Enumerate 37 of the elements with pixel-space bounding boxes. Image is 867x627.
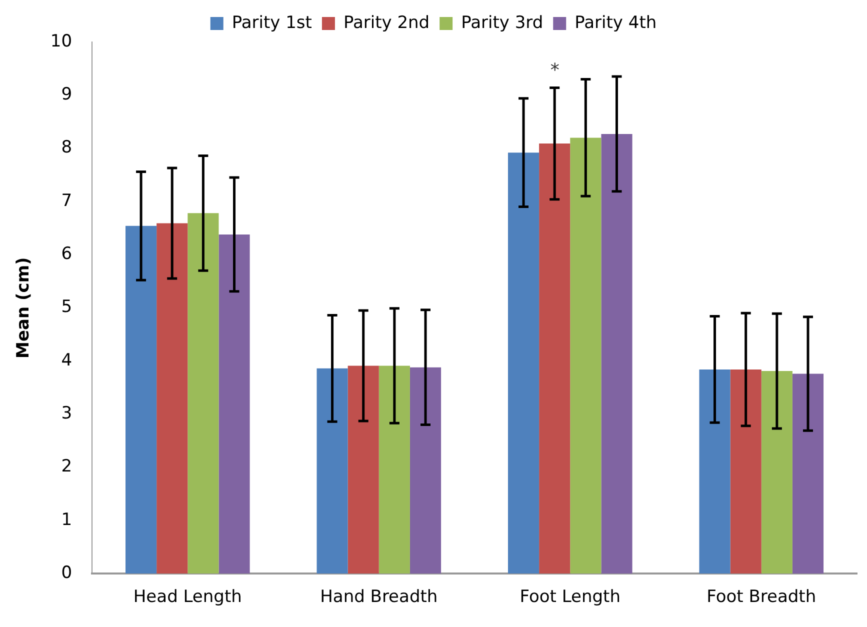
bar <box>126 226 157 574</box>
bar <box>410 367 442 574</box>
bar <box>218 234 250 574</box>
bar <box>792 374 824 574</box>
y-tick-label: 6 <box>61 244 72 264</box>
bar <box>378 366 410 574</box>
x-tick-label: Foot Length <box>520 587 620 608</box>
bar <box>539 144 570 574</box>
y-tick-label: 4 <box>61 350 72 370</box>
y-tick-label: 8 <box>61 138 72 158</box>
bar <box>348 366 379 574</box>
x-tick-label: Hand Breadth <box>320 587 438 608</box>
annotation: * <box>550 60 560 81</box>
bar <box>570 138 602 574</box>
bar <box>508 152 540 574</box>
legend-label: Parity 1st <box>232 12 312 33</box>
y-tick-label: 2 <box>61 456 72 477</box>
y-tick-label: 3 <box>61 404 72 424</box>
y-tick-label: 0 <box>61 563 72 584</box>
bar <box>601 134 632 574</box>
legend-label: Parity 2nd <box>343 12 430 33</box>
x-tick-label: Foot Breadth <box>706 587 816 608</box>
y-axis-title: Mean (cm) <box>14 257 34 358</box>
bar <box>188 213 219 574</box>
bar <box>730 369 762 574</box>
bar <box>761 371 792 574</box>
y-tick-label: 7 <box>61 190 72 211</box>
y-tick-label: 1 <box>61 510 72 530</box>
x-tick-label: Head Length <box>133 587 242 608</box>
bar <box>699 369 730 574</box>
y-tick-label: 9 <box>61 84 72 105</box>
legend-label: Parity 4th <box>574 12 657 33</box>
y-tick-label: 10 <box>50 31 72 52</box>
y-tick-label: 5 <box>61 297 72 318</box>
bar <box>316 368 348 574</box>
legend-label: Parity 3rd <box>461 12 544 33</box>
bar <box>156 223 188 574</box>
